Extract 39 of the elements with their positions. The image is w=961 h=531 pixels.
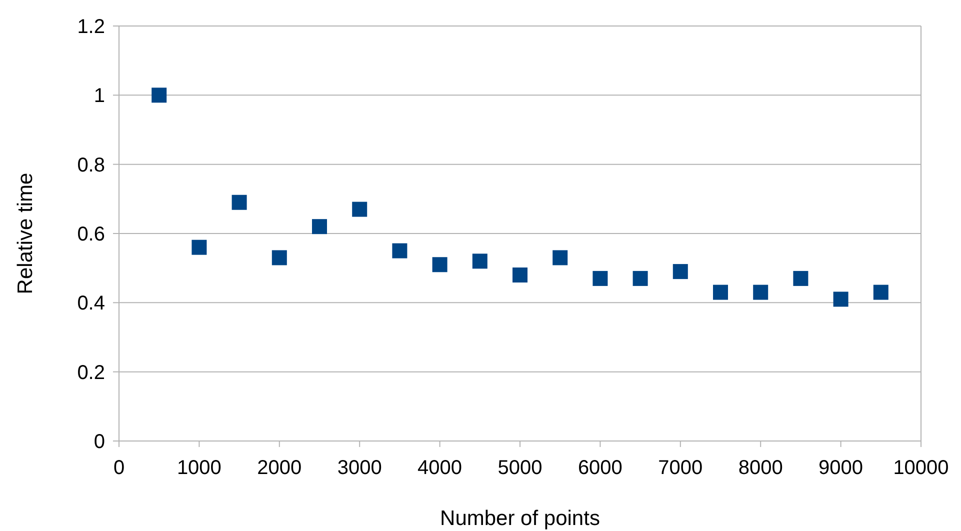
point: [472, 254, 488, 269]
y-tick-label: 1: [94, 85, 105, 108]
y-tick-label: 0.8: [77, 154, 105, 176]
point: [312, 219, 327, 234]
point: [873, 284, 888, 300]
y-tick-label: 0.6: [77, 224, 105, 246]
point: [432, 257, 448, 272]
point: [152, 88, 167, 103]
point: [672, 264, 688, 280]
y-tick-label: 0: [94, 431, 105, 453]
x-tick-label: 7000: [658, 457, 703, 479]
point: [713, 284, 728, 300]
point: [232, 194, 247, 210]
x-axis-title: Number of points: [440, 507, 600, 530]
x-tick-label: 4000: [418, 457, 462, 479]
point: [833, 292, 848, 307]
x-tick-label: 10000: [893, 457, 949, 479]
x-tick-label: 6000: [578, 457, 622, 479]
point: [552, 250, 568, 266]
x-tick-label: 2000: [257, 457, 302, 479]
point: [392, 243, 408, 258]
point: [753, 284, 768, 300]
point: [592, 270, 608, 286]
point: [632, 270, 648, 286]
x-tick-label: 9000: [818, 457, 864, 479]
x-tick-label: 0: [113, 457, 125, 479]
x-tick-label: 5000: [498, 457, 542, 479]
y-axis-title: Relative time: [14, 172, 37, 294]
y-tick-label: 0.2: [77, 362, 105, 384]
y-tick-label: 1.2: [77, 16, 105, 38]
point: [793, 270, 808, 286]
point: [352, 202, 368, 217]
x-tick-label: 8000: [738, 457, 783, 479]
y-tick-label: 0.4: [77, 292, 105, 315]
point: [512, 268, 528, 282]
x-tick-label: 3000: [337, 457, 382, 479]
x-tick-label: 1000: [176, 457, 222, 479]
point: [192, 240, 207, 255]
point: [272, 250, 287, 266]
